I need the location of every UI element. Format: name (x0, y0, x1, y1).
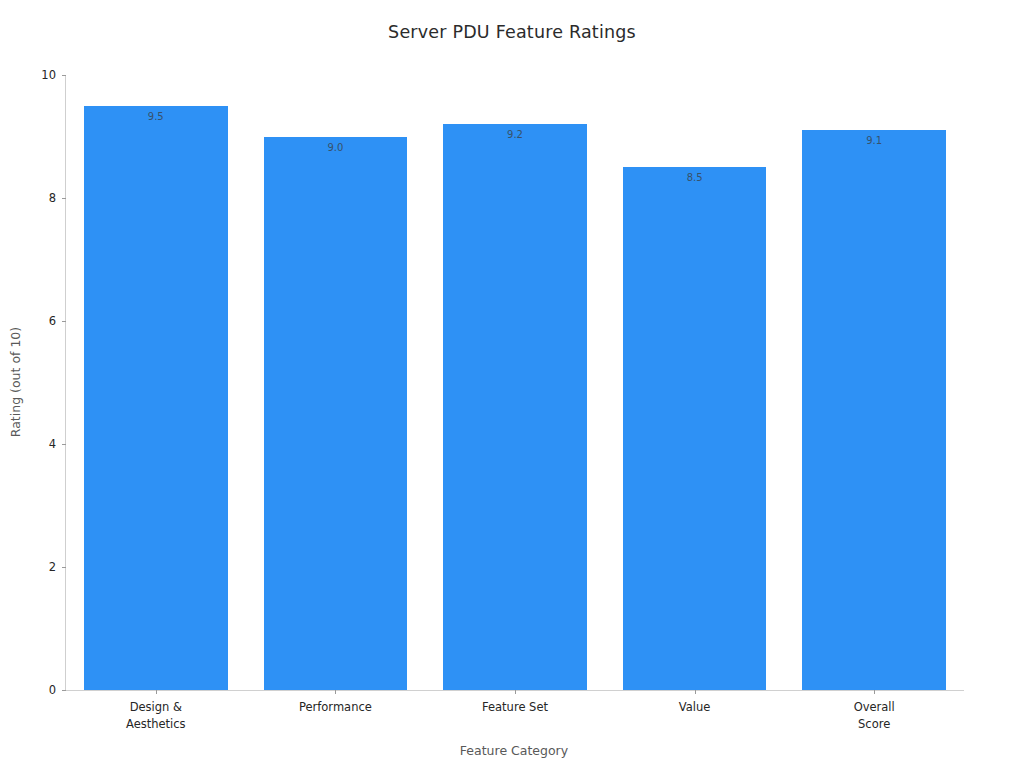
y-tick-mark (62, 321, 66, 322)
bar-5: 9.1 (802, 130, 946, 690)
y-tick-mark (62, 198, 66, 199)
x-tick-label: Performance (299, 699, 372, 716)
bar-value-label: 9.0 (264, 142, 408, 153)
figure: Server PDU Feature Ratings Rating (out o… (0, 0, 1024, 768)
y-tick-mark (62, 567, 66, 568)
bar-4: 8.5 (623, 167, 767, 690)
y-tick-mark (62, 75, 66, 76)
x-tick-label: Overall Score (854, 699, 895, 732)
y-tick-mark (62, 690, 66, 691)
bar-3: 9.2 (443, 124, 587, 690)
bar-1: 9.5 (84, 106, 228, 690)
x-tick-mark (515, 690, 516, 694)
x-tick-mark (335, 690, 336, 694)
x-tick-label: Feature Set (482, 699, 548, 716)
x-tick-mark (156, 690, 157, 694)
y-tick-label: 10 (41, 68, 56, 82)
x-tick-mark (874, 690, 875, 694)
bar-2: 9.0 (264, 137, 408, 691)
bar-value-label: 9.1 (802, 135, 946, 146)
x-tick-label: Design & Aesthetics (126, 699, 186, 732)
y-tick-label: 4 (49, 437, 56, 451)
x-tick-mark (695, 690, 696, 694)
y-tick-label: 0 (49, 683, 56, 697)
y-tick-mark (62, 444, 66, 445)
chart-title: Server PDU Feature Ratings (0, 22, 1024, 42)
plot-area: 02468109.5Design & Aesthetics9.0Performa… (65, 75, 964, 691)
y-tick-label: 6 (49, 314, 56, 328)
y-axis-label: Rating (out of 10) (8, 327, 23, 437)
x-tick-label: Value (679, 699, 711, 716)
y-tick-label: 2 (49, 560, 56, 574)
bar-value-label: 9.5 (84, 111, 228, 122)
x-axis-label: Feature Category (460, 743, 568, 758)
bar-value-label: 9.2 (443, 129, 587, 140)
y-tick-label: 8 (49, 191, 56, 205)
bar-value-label: 8.5 (623, 172, 767, 183)
